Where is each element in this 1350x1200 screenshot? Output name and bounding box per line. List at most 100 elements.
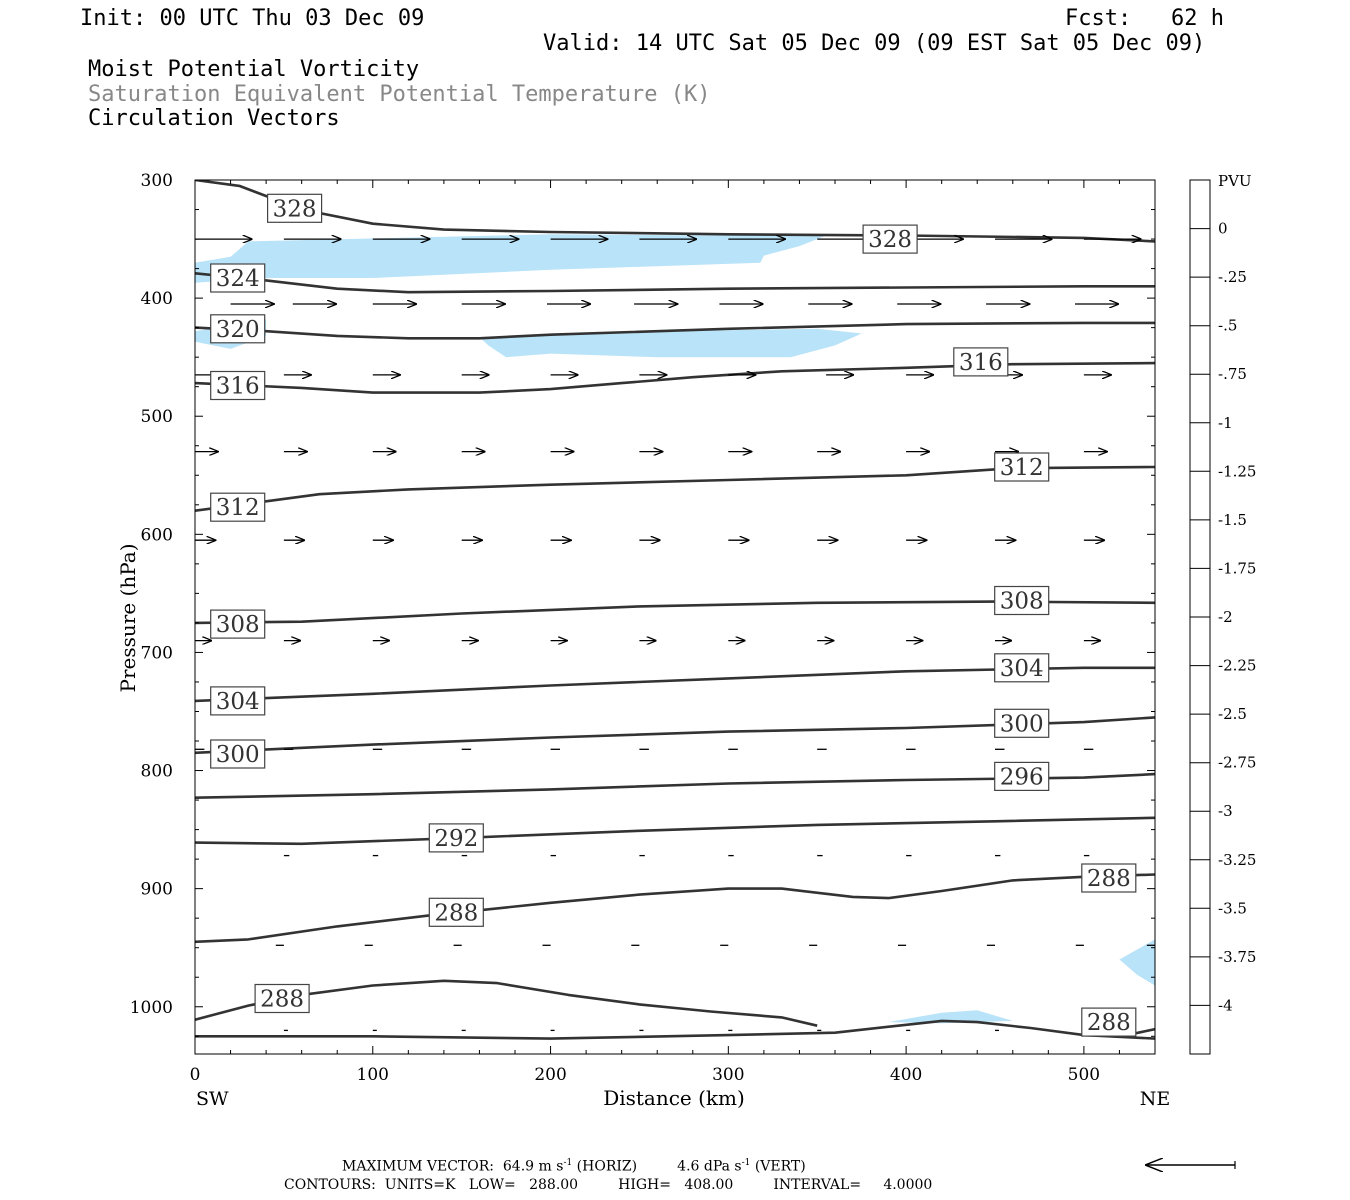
- contour-label: 308: [216, 612, 260, 638]
- contour-label-box: [254, 983, 310, 1014]
- contour-label-box: [210, 492, 266, 522]
- x-tick-label: 300: [712, 1065, 744, 1085]
- contour-label-box: [1081, 1007, 1137, 1037]
- contour-label: 300: [216, 742, 260, 768]
- circulation-vector-layer: [195, 239, 1155, 1032]
- colorbar: PVU 0 -.25 -.5 -.75 -1 -1.25 -1.5 -1.75 -2 -2.25 -2…: [1189, 172, 1256, 1055]
- contour-label-box: [1081, 863, 1137, 893]
- contour-label: 320: [216, 317, 260, 343]
- contour-label: 288: [1087, 866, 1131, 892]
- x-tick-label: 200: [534, 1065, 566, 1085]
- contour-label-box: [994, 585, 1050, 616]
- contour-label-box: [210, 609, 266, 639]
- theta-contour-292-9: [195, 816, 1155, 846]
- theta-contour-312-4: [195, 465, 1155, 512]
- mpv-region-3: [1119, 939, 1155, 986]
- mpv-shading-layer: [195, 234, 1155, 1024]
- contour-label-box: [210, 314, 266, 344]
- field-title-theta: Saturation Equivalent Potential Temperat…: [88, 82, 711, 107]
- y-tick-label: 500: [141, 407, 173, 427]
- contour-label-box: [210, 263, 266, 293]
- mpv-region-4: [888, 1010, 1013, 1024]
- colorbar-tick-label: -3.75: [1218, 948, 1256, 966]
- y-tick-label: 300: [141, 171, 173, 191]
- colorbar-tick-label: -2.25: [1218, 657, 1256, 675]
- theta-contour-288-10: [195, 873, 1155, 944]
- contour-label-box: [428, 823, 484, 853]
- theta-contour-320-2: [195, 321, 1155, 340]
- axes: 300 400 500 600 700 800 900 1000 0 100 200 300 400 50…: [116, 171, 1170, 1110]
- contour-label-box: [994, 708, 1050, 738]
- contour-label: 316: [959, 350, 1003, 376]
- theta-contour-288-12: [195, 1019, 1155, 1040]
- contour-label-box: [267, 193, 323, 223]
- contour-info: CONTOURS: UNITS=K LOW= 288.00 HIGH= 408.…: [284, 1177, 933, 1193]
- y-tick-label: 400: [141, 289, 173, 309]
- x-tick-label: 100: [357, 1065, 389, 1085]
- contour-label-box: [994, 452, 1050, 482]
- init-time: Init: 00 UTC Thu 03 Dec 09: [80, 6, 425, 31]
- x-end-label-sw: SW: [196, 1088, 229, 1110]
- colorbar-tick-label: -1.5: [1218, 511, 1247, 529]
- colorbar-tick-label: -3.25: [1218, 851, 1256, 869]
- contour-label: 308: [1000, 589, 1044, 615]
- y-tick-label: 800: [141, 762, 173, 782]
- colorbar-tick-label: -1.75: [1218, 559, 1256, 577]
- theta-contour-layer: [195, 180, 1155, 1040]
- contour-label: 288: [1087, 1010, 1131, 1036]
- colorbar-tick-label: -4: [1218, 996, 1233, 1014]
- y-tick-label: 900: [141, 880, 173, 900]
- contour-label-box: [862, 224, 918, 254]
- contour-label: 296: [1000, 764, 1044, 790]
- contour-label: 288: [260, 987, 304, 1013]
- contour-label-box: [994, 653, 1050, 683]
- contour-label: 312: [216, 495, 260, 521]
- colorbar-tick-label: -3: [1218, 802, 1233, 820]
- colorbar-title: PVU: [1218, 172, 1252, 190]
- y-tick-label: 700: [141, 643, 173, 663]
- contour-label: 312: [1000, 455, 1044, 481]
- x-tick-label: 400: [890, 1065, 922, 1085]
- x-tick-label: 500: [1068, 1065, 1100, 1085]
- contour-label: 292: [434, 826, 478, 852]
- contour-label-box: [210, 686, 266, 716]
- contour-label: 304: [1000, 656, 1044, 682]
- colorbar-tick-label: -.25: [1218, 268, 1247, 286]
- x-axis-title: Distance (km): [603, 1086, 745, 1110]
- x-end-label-ne: NE: [1140, 1088, 1171, 1110]
- mpv-region-2: [479, 328, 862, 358]
- theta-contour-296-8: [195, 772, 1155, 799]
- colorbar-tick-label: -2.75: [1218, 754, 1256, 772]
- contour-label: 300: [1000, 711, 1044, 737]
- theta-contour-328-0: [195, 180, 1155, 243]
- colorbar-tick-label: -3.5: [1218, 899, 1247, 917]
- y-tick-label: 1000: [130, 998, 173, 1018]
- contour-label: 288: [434, 900, 478, 926]
- valid-time: Valid: 14 UTC Sat 05 Dec 09 (09 EST Sat …: [543, 31, 1206, 56]
- forecast-hour: Fcst: 62 h: [1065, 6, 1224, 31]
- contour-label-box: [428, 897, 484, 927]
- contour-label: 304: [216, 689, 260, 715]
- contour-label: 328: [273, 196, 317, 222]
- colorbar-tick-label: -2: [1218, 608, 1233, 626]
- theta-contour-316-3: [195, 361, 1155, 394]
- colorbar-tick-label: -1.25: [1218, 462, 1256, 480]
- plot-frame: [194, 179, 1156, 1055]
- x-tick-label: 0: [190, 1065, 201, 1085]
- contour-label-box: [210, 370, 266, 401]
- contour-label: 324: [216, 266, 260, 292]
- contour-label-box: [953, 347, 1009, 377]
- field-title-mpv: Moist Potential Vorticity: [88, 57, 420, 82]
- theta-contour-324-1: [195, 272, 1155, 294]
- contour-label-box: [994, 761, 1050, 792]
- colorbar-tick-label: -.75: [1218, 365, 1247, 383]
- colorbar-tick-label: -2.5: [1218, 705, 1247, 723]
- colorbar-tick-label: 0: [1218, 220, 1228, 238]
- y-tick-label: 600: [141, 525, 173, 545]
- colorbar-tick-label: -.5: [1218, 317, 1237, 335]
- contour-label: 328: [868, 227, 912, 253]
- y-axis-title: Pressure (hPa): [116, 544, 140, 693]
- contour-label-layer: 328 328 324 320 316 316 312 312 308 308 304 304 300 3…: [210, 193, 1137, 1037]
- colorbar-tick-label: -1: [1218, 414, 1233, 432]
